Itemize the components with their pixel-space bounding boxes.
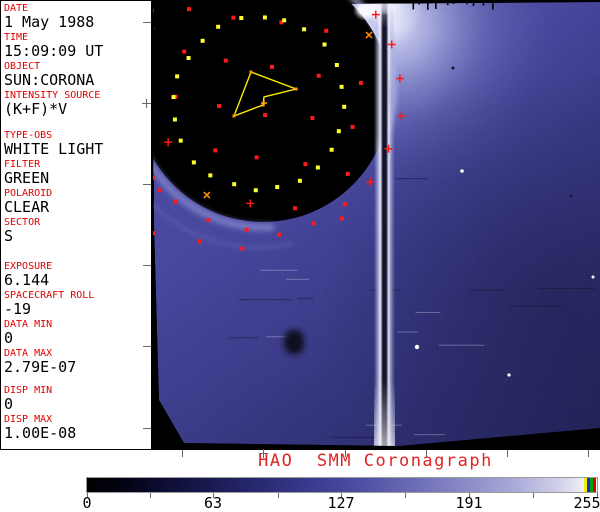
metadata-field-value: GREEN (4, 169, 50, 187)
metadata-field-label: DATA MAX (4, 348, 53, 359)
pylon-streak (356, 2, 401, 446)
metadata-panel: DATE 1 May 1988 TIME 15:09:09 UT OBJECT SUN:C… (0, 0, 151, 450)
metadata-field-value: SUN:CORONA (4, 71, 95, 89)
axis-tick-minor (213, 493, 214, 498)
metadata-field-label: DATA MIN (4, 319, 53, 330)
axis-tick-minor (182, 450, 183, 457)
colorbar-stripe-red (593, 478, 596, 492)
occulting-disk (153, 0, 390, 222)
axis-tick-minor (532, 493, 534, 498)
metadata-field-label: SPACECRAFT ROLL (4, 290, 95, 301)
metadata-field: FILTER GREEN (4, 159, 151, 188)
metadata-field-value: 15:09:09 UT (4, 42, 104, 60)
metadata-field: SPACECRAFT ROLL -19 (4, 290, 151, 319)
axis-tick-minor (469, 493, 470, 498)
axis-tick-major (259, 449, 268, 458)
metadata-field: DATA MIN 0 (4, 319, 151, 348)
pointer-polygon (232, 70, 299, 118)
metadata-field: DISP MIN 0 (4, 385, 151, 414)
axis-tick-minor (143, 22, 151, 23)
coronagraph-canvas (153, 0, 600, 446)
metadata-field-value: 1.00E-08 (4, 424, 77, 442)
metadata-field-label: POLAROID (4, 188, 53, 199)
colorbar-stripe-blue (587, 478, 590, 492)
axis-tick-minor (341, 493, 342, 498)
metadata-field-value: WHITE LIGHT (4, 140, 104, 158)
colorbar-tick-label: 63 (203, 494, 223, 512)
metadata-field-label: SECTOR (4, 217, 41, 228)
metadata-field-value: 0 (4, 329, 14, 347)
metadata-field: DATE 1 May 1988 (4, 3, 151, 32)
metadata-field-value: (K+F)*V (4, 100, 68, 118)
metadata-field-value: -19 (4, 300, 32, 318)
axis-tick-minor (426, 450, 427, 457)
metadata-field: DISP MAX 1.00E-08 (4, 414, 151, 443)
axis-tick-minor (597, 493, 598, 498)
metadata-field: POLAROID CLEAR (4, 188, 151, 217)
metadata-field-label: TIME (4, 32, 29, 43)
colorbar-tick-label: 127 (327, 494, 355, 512)
metadata-field: INTENSITY SOURCE (K+F)*V (4, 90, 151, 119)
axis-tick-minor (277, 493, 279, 498)
metadata-field: SECTOR S (4, 217, 151, 246)
metadata-field-value: 0 (4, 395, 14, 413)
axis-tick-minor (87, 493, 88, 498)
metadata-field: DATA MAX 2.79E-07 (4, 348, 151, 377)
colorbar-stripe-green (590, 478, 593, 492)
metadata-field-value: CLEAR (4, 198, 50, 216)
metadata-field-label: DISP MAX (4, 414, 53, 425)
metadata-field-value: 2.79E-07 (4, 358, 77, 376)
axis-tick-minor (588, 450, 589, 457)
fiducial-dots (153, 7, 406, 251)
axis-tick-major (142, 99, 151, 108)
metadata-field-label: TYPE-OBS (4, 130, 53, 141)
coronagraph-image (151, 0, 600, 450)
metadata-field: TYPE-OBS WHITE LIGHT (4, 130, 151, 159)
axis-tick-minor (150, 493, 151, 498)
metadata-field-value: 1 May 1988 (4, 13, 95, 31)
metadata-field-label: DISP MIN (4, 385, 53, 396)
axis-tick-minor (143, 265, 151, 266)
colorbar-tick-label: 0 (82, 494, 92, 512)
colorbar-tick-label: 191 (455, 494, 483, 512)
metadata-field: TIME 15:09:09 UT (4, 32, 151, 61)
metadata-field-value: 6.144 (4, 271, 50, 289)
axis-tick-minor (405, 493, 406, 498)
metadata-field-label: INTENSITY SOURCE (4, 90, 101, 101)
image-title: HAO SMM Coronagraph (258, 451, 493, 471)
axis-tick-minor (143, 346, 151, 347)
metadata-field-label: EXPOSURE (4, 261, 53, 272)
metadata-field: EXPOSURE 6.144 (4, 261, 151, 290)
axis-tick-minor (143, 184, 151, 185)
axis-tick-minor (507, 450, 508, 457)
metadata-field: OBJECT SUN:CORONA (4, 61, 151, 90)
metadata-field-label: DATE (4, 3, 29, 14)
colorbar-stripe-yellow (584, 478, 587, 492)
metadata-field-label: FILTER (4, 159, 41, 170)
metadata-field-label: OBJECT (4, 61, 41, 72)
axis-tick-minor (143, 428, 151, 429)
colorbar (86, 477, 598, 493)
colorbar-tick-label: 255 (573, 494, 600, 512)
metadata-field-value: S (4, 227, 14, 245)
axis-tick-minor (345, 450, 346, 457)
